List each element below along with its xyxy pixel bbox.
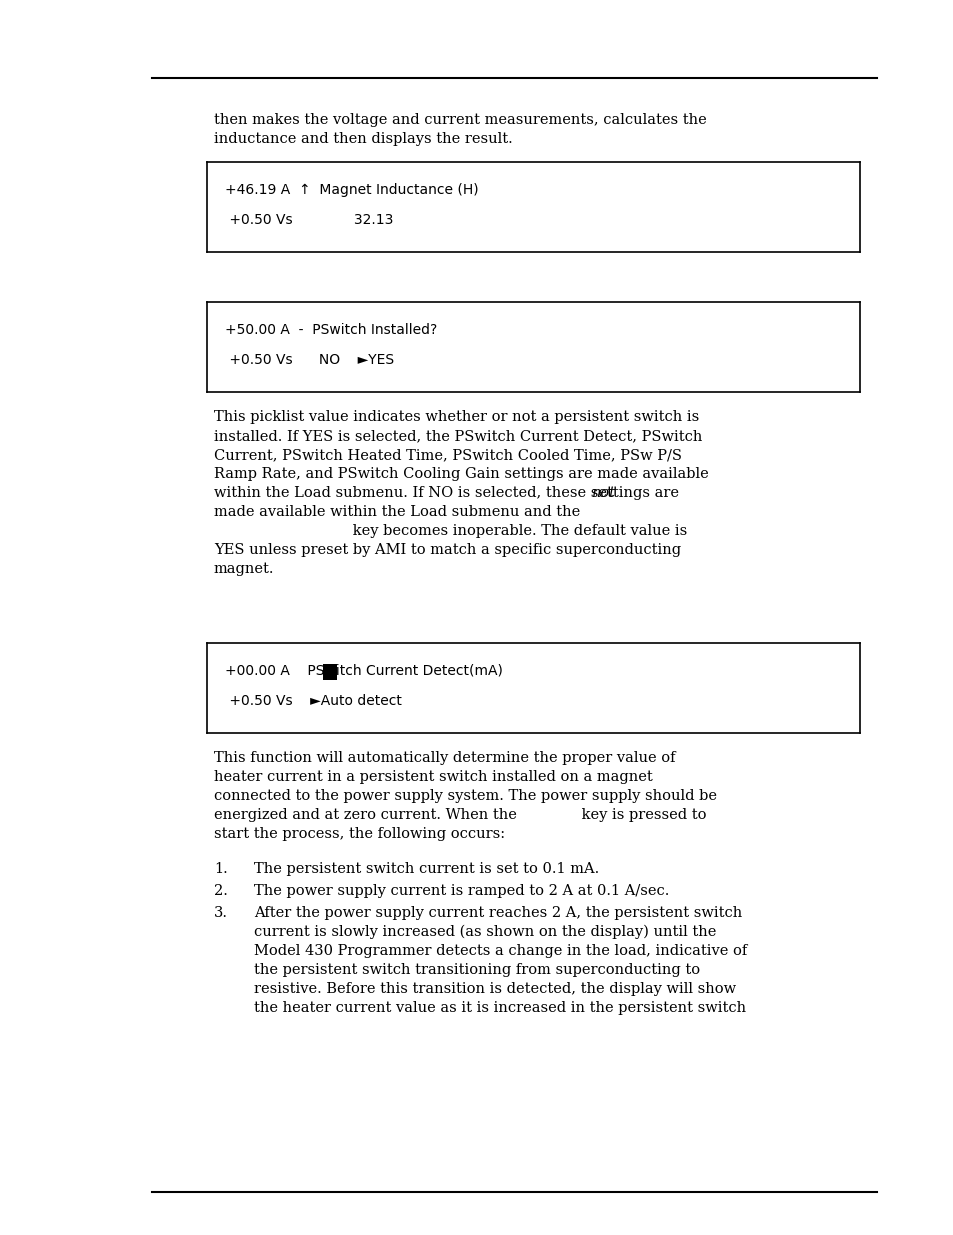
Text: Model 430 Programmer detects a change in the load, indicative of: Model 430 Programmer detects a change in… <box>253 944 746 958</box>
Text: current is slowly increased (as shown on the display) until the: current is slowly increased (as shown on… <box>253 925 716 940</box>
Text: This function will automatically determine the proper value of: This function will automatically determi… <box>213 751 675 764</box>
Text: Ramp Rate, and PSwitch Cooling Gain settings are made available: Ramp Rate, and PSwitch Cooling Gain sett… <box>213 467 708 480</box>
Text: The persistent switch current is set to 0.1 mA.: The persistent switch current is set to … <box>253 862 598 876</box>
Text: start the process, the following occurs:: start the process, the following occurs: <box>213 827 504 841</box>
Text: After the power supply current reaches 2 A, the persistent switch: After the power supply current reaches 2… <box>253 906 741 920</box>
Text: +00.00 A    PSwitch Current Detect(mA): +00.00 A PSwitch Current Detect(mA) <box>225 664 502 678</box>
Text: 3.: 3. <box>213 906 228 920</box>
Text: the persistent switch transitioning from superconducting to: the persistent switch transitioning from… <box>253 963 700 977</box>
Text: inductance and then displays the result.: inductance and then displays the result. <box>213 132 512 146</box>
Text: magnet.: magnet. <box>213 562 274 576</box>
Text: within the Load submenu. If NO is selected, these settings are: within the Load submenu. If NO is select… <box>213 487 683 500</box>
Text: key becomes inoperable. The default value is: key becomes inoperable. The default valu… <box>213 524 686 538</box>
Text: resistive. Before this transition is detected, the display will show: resistive. Before this transition is det… <box>253 982 736 995</box>
Text: +50.00 A  -  PSwitch Installed?: +50.00 A - PSwitch Installed? <box>225 324 436 337</box>
Text: the heater current value as it is increased in the persistent switch: the heater current value as it is increa… <box>253 1002 745 1015</box>
Text: The power supply current is ramped to 2 A at 0.1 A/sec.: The power supply current is ramped to 2 … <box>253 884 669 898</box>
Text: made available within the Load submenu and the: made available within the Load submenu a… <box>213 505 579 519</box>
Text: YES unless preset by AMI to match a specific superconducting: YES unless preset by AMI to match a spec… <box>213 543 680 557</box>
Text: +46.19 A  ↑  Magnet Inductance (H): +46.19 A ↑ Magnet Inductance (H) <box>225 183 478 198</box>
Text: connected to the power supply system. The power supply should be: connected to the power supply system. Th… <box>213 789 717 803</box>
Text: This picklist value indicates whether or not a persistent switch is: This picklist value indicates whether or… <box>213 410 699 424</box>
Text: then makes the voltage and current measurements, calculates the: then makes the voltage and current measu… <box>213 112 706 127</box>
Text: energized and at zero current. When the              key is pressed to: energized and at zero current. When the … <box>213 808 706 823</box>
Text: not: not <box>592 487 616 500</box>
Text: 2.: 2. <box>213 884 228 898</box>
Text: +0.50 Vs      NO    ►YES: +0.50 Vs NO ►YES <box>225 353 394 367</box>
Text: installed. If YES is selected, the PSwitch Current Detect, PSwitch: installed. If YES is selected, the PSwit… <box>213 429 701 443</box>
Text: heater current in a persistent switch installed on a magnet: heater current in a persistent switch in… <box>213 769 652 784</box>
Text: +0.50 Vs              32.13: +0.50 Vs 32.13 <box>225 212 393 227</box>
Text: 1.: 1. <box>213 862 228 876</box>
Text: Current, PSwitch Heated Time, PSwitch Cooled Time, PSw P/S: Current, PSwitch Heated Time, PSwitch Co… <box>213 448 681 462</box>
Text: +0.50 Vs    ►Auto detect: +0.50 Vs ►Auto detect <box>225 694 401 708</box>
